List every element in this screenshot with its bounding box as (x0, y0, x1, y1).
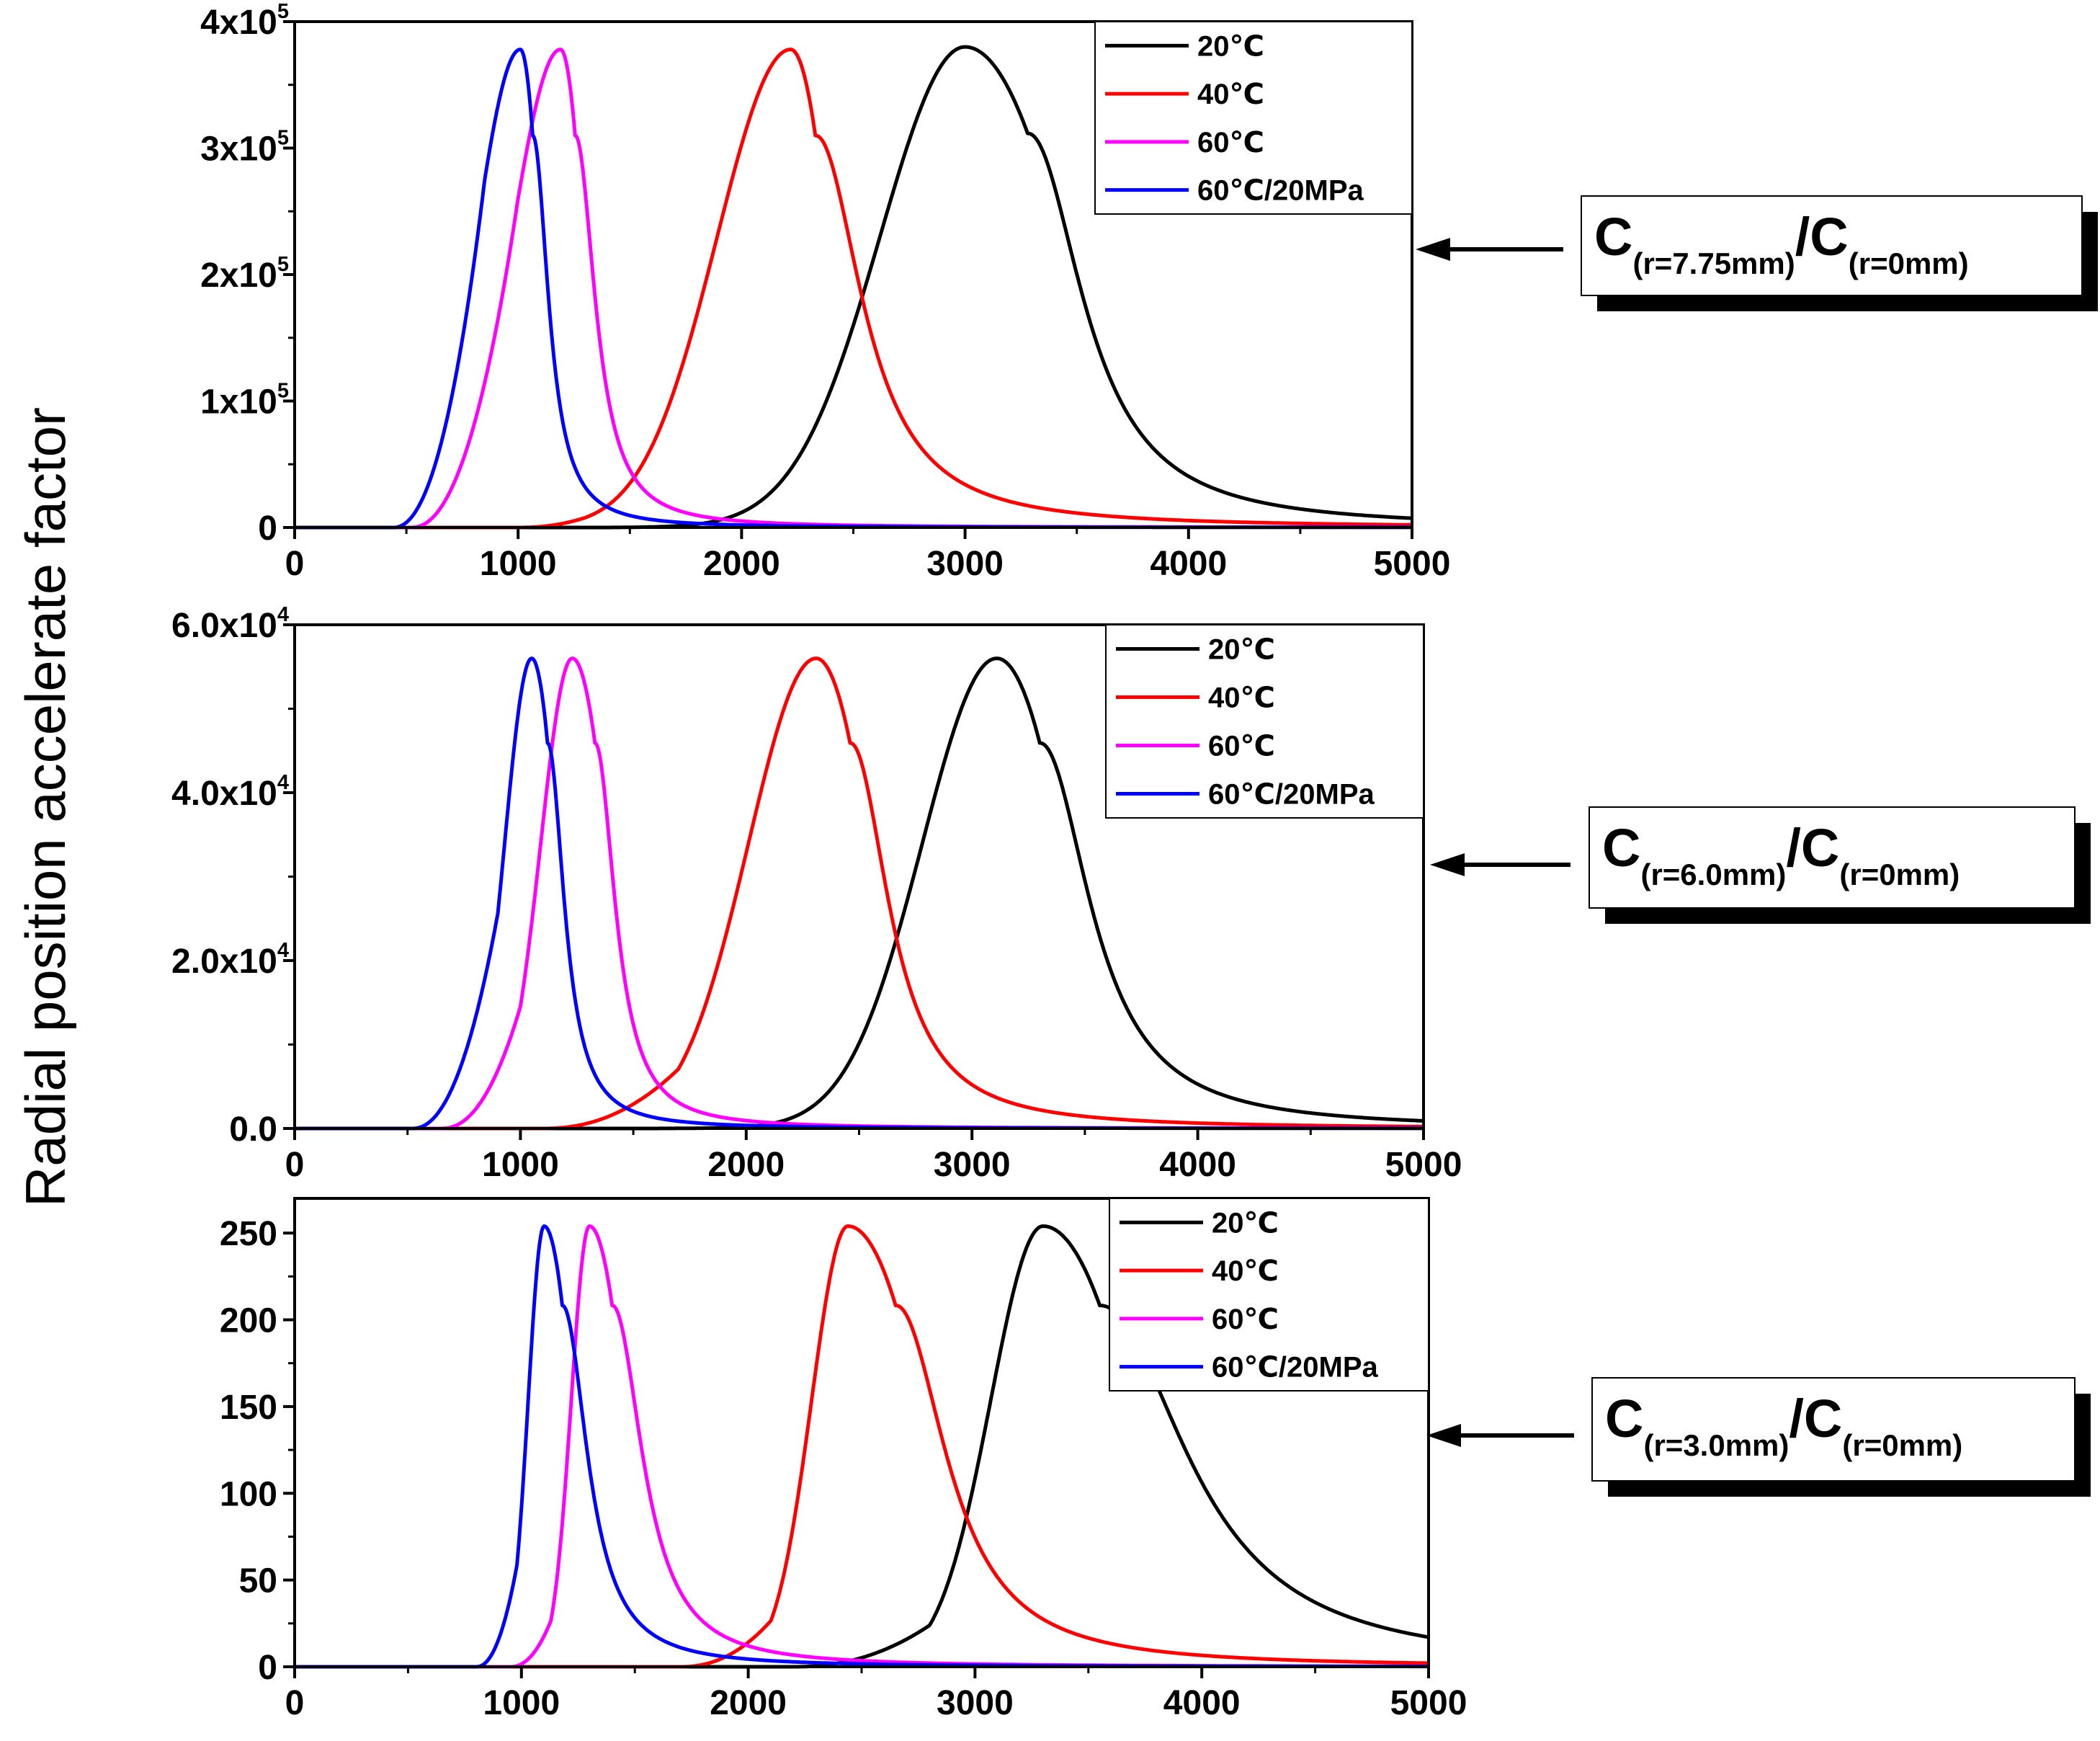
annotation-slash: /C (1795, 207, 1849, 267)
legend-label-0: 20℃ (1208, 634, 1275, 666)
legend-label-3: 60℃/20MPa (1208, 779, 1375, 811)
annotation-box (1589, 806, 2076, 909)
y-tick-label: 100 (220, 1475, 277, 1513)
y-tick-label: 250 (220, 1215, 277, 1253)
x-tick-label: 5000 (1374, 545, 1451, 583)
x-tick-label: 1000 (483, 1684, 560, 1722)
annotation-sub2: (r=0mm) (1849, 246, 1969, 280)
legend-label-2: 60℃ (1197, 127, 1264, 159)
annotation-sub1: (r=3.0mm) (1643, 1428, 1789, 1462)
x-tick-label: 1000 (480, 545, 557, 583)
chart-panel-top: 0 1000 2000 3000 4000 5000 0 1x105 2x105 3x105 4x1… (200, 0, 2098, 583)
annotation-sub2: (r=0mm) (1839, 858, 1960, 891)
y-tick-exponent: 4 (277, 603, 289, 626)
x-tick-label: 3000 (934, 1146, 1011, 1184)
legend-box (1105, 624, 1424, 819)
x-tick-label: 2000 (703, 545, 780, 583)
legend: 20℃ 40℃ 60℃ 60℃/20MPa (1109, 1198, 1429, 1392)
x-tick-label: 5000 (1390, 1684, 1467, 1722)
annotation-arrow (1426, 1424, 1574, 1447)
y-tick-label: 4.0x104 (171, 771, 289, 813)
annotation: C(r=7.75mm)/C(r=0mm) (1581, 195, 2098, 311)
annotation: C(r=3.0mm)/C(r=0mm) (1591, 1377, 2091, 1497)
arrow-head (1430, 853, 1465, 876)
annotation-c1: C (1602, 818, 1640, 878)
annotation-sub2: (r=0mm) (1842, 1428, 1962, 1462)
y-tick-label: 0.0 (229, 1110, 277, 1149)
y-tick-label: 200 (220, 1302, 277, 1340)
annotation-text: C(r=7.75mm)/C(r=0mm) (1594, 207, 1969, 280)
arrow-head (1426, 1424, 1461, 1447)
y-tick-label: 50 (239, 1562, 277, 1600)
annotation-slash: /C (1786, 818, 1839, 878)
y-tick-label: 1x105 (200, 380, 289, 422)
annotation-sub1: (r=6.0mm) (1640, 858, 1786, 891)
annotation-box (1581, 195, 2083, 296)
x-tick-label: 0 (285, 1684, 305, 1722)
y-tick-exponent: 5 (277, 127, 289, 150)
annotation-arrow (1416, 238, 1563, 261)
y-tick-label: 0 (258, 509, 277, 548)
legend-box (1094, 21, 1413, 215)
legend: 20℃ 40℃ 60℃ 60℃/20MPa (1105, 624, 1424, 819)
legend-box (1109, 1198, 1429, 1392)
x-tick-label: 3000 (926, 545, 1004, 583)
x-tick-label: 4000 (1150, 545, 1227, 583)
y-tick-exponent: 4 (277, 771, 289, 794)
x-tick-label: 0 (285, 545, 305, 583)
annotation-arrow (1430, 853, 1570, 876)
y-tick-label: 6.0x104 (171, 603, 289, 645)
x-tick-label: 2000 (710, 1684, 787, 1722)
annotation-c1: C (1594, 207, 1632, 267)
y-tick-exponent: 4 (277, 939, 289, 962)
y-tick-label: 2x105 (200, 253, 289, 295)
legend-label-0: 20℃ (1197, 30, 1264, 62)
x-tick-label: 4000 (1163, 1684, 1241, 1722)
y-tick-exponent: 5 (277, 380, 289, 403)
y-tick-exponent: 5 (277, 253, 289, 276)
y-tick-label: 3x105 (200, 127, 289, 169)
y-tick-label: 150 (220, 1389, 277, 1427)
chart-panel-bottom: 0 1000 2000 3000 4000 5000 0 50 100 150 200 250 20℃ 4… (220, 1197, 2091, 1722)
x-tick-label: 1000 (482, 1146, 559, 1184)
arrow-head (1416, 238, 1450, 261)
chart-panel-middle: 0 1000 2000 3000 4000 5000 0.0 2.0x104 4.0x104 6.… (171, 603, 2091, 1184)
annotation-text: C(r=3.0mm)/C(r=0mm) (1605, 1389, 1962, 1462)
x-tick-label: 0 (285, 1146, 305, 1184)
y-tick-label: 2.0x104 (171, 939, 289, 981)
x-tick-label: 2000 (707, 1146, 785, 1184)
x-tick-label: 3000 (937, 1684, 1014, 1722)
legend: 20℃ 40℃ 60℃ 60℃/20MPa (1094, 21, 1413, 215)
y-tick-exponent: 5 (277, 0, 289, 23)
annotation-slash: /C (1789, 1389, 1842, 1448)
legend-label-3: 60℃/20MPa (1197, 175, 1364, 207)
legend-label-1: 40℃ (1212, 1255, 1279, 1287)
y-axis-label: Radial position accelerate factor (14, 407, 77, 1207)
annotation-box (1591, 1377, 2076, 1482)
annotation-c1: C (1605, 1389, 1643, 1448)
y-tick-label: 4x105 (200, 0, 289, 42)
legend-label-0: 20℃ (1212, 1207, 1279, 1239)
legend-label-1: 40℃ (1208, 682, 1275, 714)
annotation-sub1: (r=7.75mm) (1632, 246, 1795, 280)
legend-label-2: 60℃ (1212, 1304, 1279, 1335)
x-tick-label: 5000 (1385, 1146, 1462, 1184)
annotation-text: C(r=6.0mm)/C(r=0mm) (1602, 818, 1960, 891)
legend-label-1: 40℃ (1197, 79, 1264, 110)
x-tick-label: 4000 (1159, 1146, 1236, 1184)
legend-label-3: 60℃/20MPa (1212, 1352, 1379, 1384)
annotation: C(r=6.0mm)/C(r=0mm) (1589, 806, 2091, 924)
y-tick-label: 0 (258, 1649, 277, 1687)
legend-label-2: 60℃ (1208, 731, 1275, 762)
